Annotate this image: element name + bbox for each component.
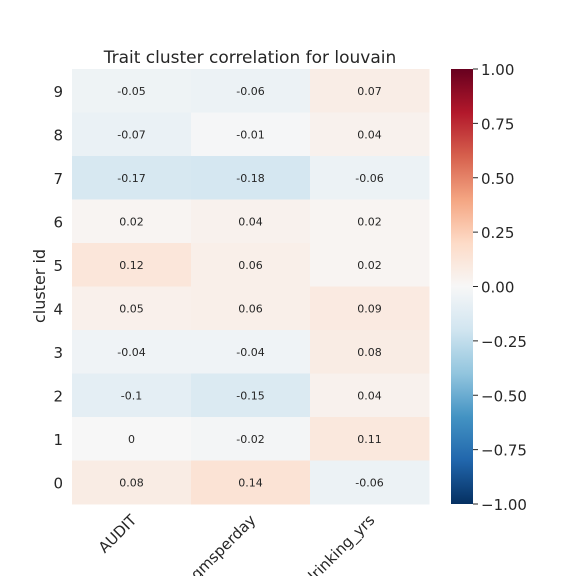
cell-value-label: 0.12 xyxy=(119,259,144,272)
cell-value-label: 0.02 xyxy=(119,215,144,228)
chart-title: Trait cluster correlation for louvain xyxy=(103,48,397,68)
heatmap-cells xyxy=(72,69,430,505)
heatmap-cell xyxy=(310,156,430,200)
cell-value-label: 0.06 xyxy=(238,302,263,315)
cell-value-label: 0.04 xyxy=(357,128,382,141)
cell-value-label: 0.04 xyxy=(357,389,382,402)
cell-value-label: 0.02 xyxy=(357,259,382,272)
colorbar-tick-label: 1.00 xyxy=(481,61,514,79)
cell-value-label: 0.05 xyxy=(119,302,144,315)
heatmap-cell-labels: -0.05 -0.06 0.07 -0.07 -0.01 0.04 -0.17 -0.18 -0… xyxy=(117,85,383,490)
y-tick-label: 2 xyxy=(53,387,63,405)
cell-value-label: -0.04 xyxy=(236,346,264,359)
cell-value-label: 0.02 xyxy=(357,215,382,228)
heatmap-cell xyxy=(72,112,192,157)
heatmap-cell xyxy=(72,156,192,200)
heatmap-cell xyxy=(191,156,311,200)
y-tick-label: 5 xyxy=(53,257,63,275)
cell-value-label: 0.07 xyxy=(357,85,382,98)
cell-value-label: -0.1 xyxy=(121,389,142,402)
heatmap-cell xyxy=(310,286,430,331)
y-tick-label: 6 xyxy=(53,213,63,231)
heatmap-cell xyxy=(72,286,192,331)
colorbar-tick-label: 0.50 xyxy=(481,170,514,188)
cell-value-label: -0.02 xyxy=(236,433,264,446)
y-tick-labels: 9 8 7 6 5 4 3 2 1 0 xyxy=(53,83,63,493)
heatmap-cell xyxy=(72,69,192,113)
heatmap-cell xyxy=(191,330,311,374)
heatmap-cell xyxy=(72,373,192,418)
colorbar-tick-label: −1.00 xyxy=(481,496,527,514)
cell-value-label: -0.17 xyxy=(117,172,145,185)
y-tick-label: 4 xyxy=(53,300,63,318)
cell-value-label: -0.06 xyxy=(355,476,383,489)
x-tick-labels: AUDIT ngmsperday drinking_yrs xyxy=(95,511,379,576)
x-tick-label: AUDIT xyxy=(95,511,141,557)
y-tick-label: 9 xyxy=(53,83,63,101)
heatmap-cell xyxy=(191,243,311,287)
y-tick-label: 7 xyxy=(53,170,63,188)
x-tick-label: drinking_yrs xyxy=(301,511,379,576)
heatmap-cell xyxy=(310,243,430,287)
heatmap-cell xyxy=(191,373,311,418)
y-tick-label: 8 xyxy=(53,126,63,144)
cell-value-label: 0.08 xyxy=(357,346,382,359)
heatmap-cell xyxy=(72,417,192,461)
y-tick-label: 1 xyxy=(53,431,63,449)
heatmap-cell xyxy=(191,199,311,244)
heatmap-cell xyxy=(191,417,311,461)
cell-value-label: -0.06 xyxy=(236,85,264,98)
heatmap-cell xyxy=(191,286,311,331)
cell-value-label: 0.09 xyxy=(357,302,382,315)
heatmap-cell xyxy=(72,330,192,374)
heatmap-cell xyxy=(191,69,311,113)
heatmap-cell xyxy=(310,69,430,113)
y-tick-label: 3 xyxy=(53,344,63,362)
cell-value-label: -0.01 xyxy=(236,128,264,141)
heatmap-cell xyxy=(72,460,192,505)
heatmap-cell xyxy=(310,373,430,418)
heatmap-cell xyxy=(72,243,192,287)
cell-value-label: 0.04 xyxy=(238,215,263,228)
colorbar-tick-label: 0.00 xyxy=(481,279,514,297)
colorbar-tick-label: 0.25 xyxy=(481,224,514,242)
cell-value-label: 0.14 xyxy=(238,476,263,489)
heatmap-cell xyxy=(310,112,430,157)
colorbar-tick-label: −0.25 xyxy=(481,333,527,351)
colorbar-tick-label: 0.75 xyxy=(481,115,514,133)
heatmap-cell xyxy=(310,199,430,244)
cell-value-label: 0.06 xyxy=(238,259,263,272)
cell-value-label: 0.11 xyxy=(357,433,382,446)
cell-value-label: -0.04 xyxy=(117,346,145,359)
y-tick-label: 0 xyxy=(53,474,63,492)
heatmap-cell xyxy=(72,199,192,244)
x-tick-label: ngmsperday xyxy=(180,511,259,576)
cell-value-label: -0.15 xyxy=(236,389,264,402)
cell-value-label: 0 xyxy=(128,433,135,446)
cell-value-label: -0.05 xyxy=(117,85,145,98)
y-axis-label: cluster id xyxy=(30,249,49,323)
heatmap-cell xyxy=(191,460,311,505)
colorbar xyxy=(451,69,473,504)
heatmap-cell xyxy=(191,112,311,157)
cell-value-label: 0.08 xyxy=(119,476,144,489)
heatmap-cell xyxy=(310,330,430,374)
colorbar-ticks: 1.00 0.75 0.50 0.25 0.00 −0.25 −0.50 −0.75 −1.00 xyxy=(473,61,527,514)
cell-value-label: -0.06 xyxy=(355,172,383,185)
cell-value-label: -0.07 xyxy=(117,128,145,141)
colorbar-tick-label: −0.75 xyxy=(481,442,527,460)
heatmap-cell xyxy=(310,460,430,505)
heatmap-cell xyxy=(310,417,430,461)
colorbar-tick-label: −0.50 xyxy=(481,387,527,405)
cell-value-label: -0.18 xyxy=(236,172,264,185)
